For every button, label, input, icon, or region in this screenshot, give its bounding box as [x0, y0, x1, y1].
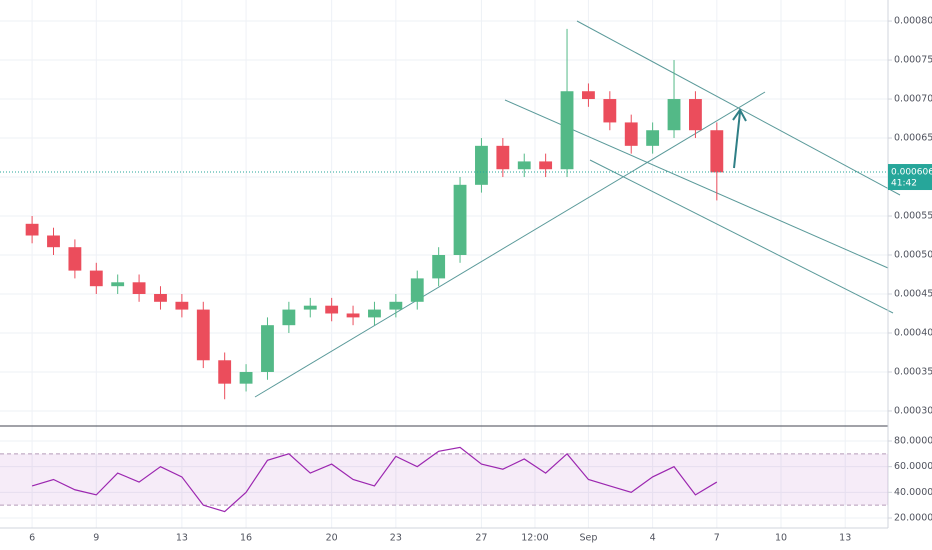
y-tick-label: 0.0005000	[894, 250, 932, 261]
y-tick-label: 0.0007000	[894, 94, 932, 105]
candle-body	[218, 360, 232, 384]
candle-body	[68, 247, 82, 271]
x-tick-label: 12:00	[521, 533, 548, 544]
candle-body	[646, 130, 660, 146]
annotations	[254, 20, 901, 398]
candle-body	[410, 278, 424, 302]
candle-body	[689, 99, 702, 131]
x-tick-label: 13	[176, 533, 188, 544]
candle-body	[496, 145, 510, 170]
candle-body	[453, 184, 467, 255]
y-tick-label: 0.0003000	[894, 405, 932, 416]
rsi-band	[0, 453, 888, 506]
candle-body	[111, 282, 125, 287]
candle-body	[325, 305, 339, 314]
candle-body	[89, 270, 103, 287]
x-tick-label: 16	[240, 533, 252, 544]
candle-body	[432, 255, 446, 279]
candle-body	[261, 325, 274, 372]
candle-body	[154, 293, 167, 302]
x-tick-label: Sep	[579, 533, 597, 544]
y-tick-label: 0.0007500	[894, 55, 932, 66]
arrow	[732, 108, 747, 169]
x-tick-label: 27	[475, 533, 487, 544]
candle-body	[560, 91, 574, 170]
candle-body	[624, 122, 638, 146]
y-tick-label: 0.0005500	[894, 211, 932, 222]
x-tick-label: 23	[390, 533, 402, 544]
channel-line	[589, 159, 894, 314]
x-tick-label: 13	[839, 533, 851, 544]
candle-body	[475, 145, 488, 185]
y-tick-label: 0.0004500	[894, 288, 932, 299]
candle-body	[667, 99, 681, 131]
y-tick-label: 40.0000	[894, 487, 932, 498]
rsi-line	[31, 446, 718, 513]
x-tick-label: 20	[326, 533, 338, 544]
last-price-box	[888, 164, 932, 191]
x-tick-label: 6	[29, 533, 35, 544]
candle-body	[175, 301, 189, 310]
candle-body	[539, 161, 553, 170]
channel-line	[576, 20, 901, 196]
candle-body	[303, 305, 317, 310]
candle-body	[710, 130, 724, 173]
candle-body	[603, 99, 617, 123]
candle-body	[346, 313, 360, 318]
y-tick-label: 20.0000	[894, 512, 932, 523]
countdown: 41:42	[891, 179, 917, 189]
y-tick-label: 0.0004000	[894, 327, 932, 338]
candle-body	[132, 282, 146, 294]
candle-body	[282, 309, 296, 326]
candle-body	[47, 235, 60, 248]
y-tick-label: 0.0006500	[894, 133, 932, 144]
y-tick-label: 60.0000	[894, 461, 932, 472]
y-tick-label: 0.0003500	[894, 366, 932, 377]
x-tick-label: 10	[775, 533, 787, 544]
candle-body	[239, 371, 253, 384]
candle-body	[517, 161, 531, 170]
candle-body	[389, 301, 403, 310]
trend-line	[254, 91, 766, 398]
x-tick-label: 7	[714, 533, 720, 544]
candle-body	[25, 223, 39, 236]
y-tick-label: 80.0000	[894, 435, 932, 446]
candle-body	[368, 309, 381, 318]
x-tick-label: 9	[93, 533, 99, 544]
y-tick-label: 0.0008000	[894, 16, 932, 27]
candle-body	[582, 91, 595, 100]
candle-body	[196, 309, 210, 361]
x-tick-label: 4	[650, 533, 656, 544]
